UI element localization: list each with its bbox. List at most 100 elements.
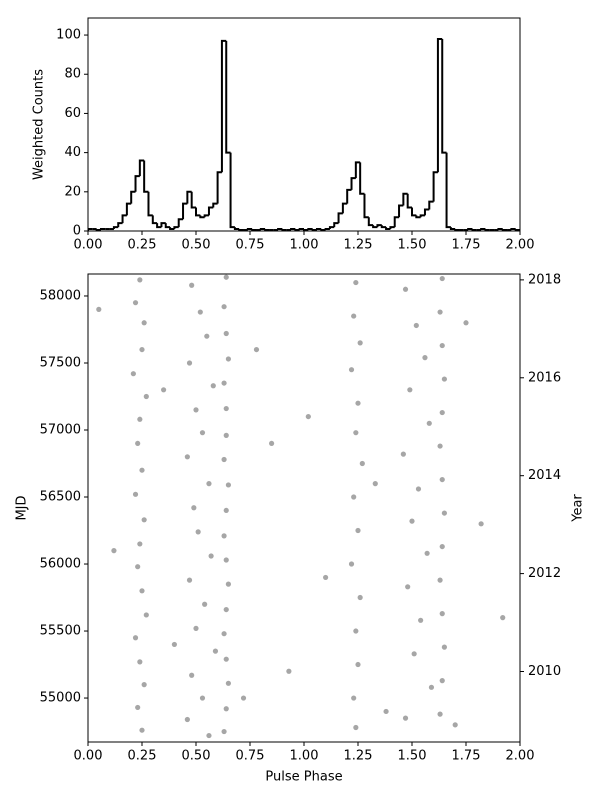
y-tick-label: 20	[64, 184, 81, 199]
photon-point	[135, 564, 141, 570]
photon-point	[111, 548, 117, 554]
photon-point	[210, 383, 216, 389]
histogram-step	[372, 225, 378, 229]
photon-point	[269, 440, 275, 447]
photon-point	[411, 651, 417, 657]
y-tick-label: 56500	[40, 490, 81, 505]
x-tick-label: 1.75	[452, 238, 481, 253]
histogram-step	[320, 229, 326, 231]
photon-point	[353, 279, 359, 286]
photon-point	[323, 574, 329, 581]
histogram-step	[95, 229, 101, 231]
histogram-step	[290, 228, 296, 231]
histogram-step	[415, 215, 421, 219]
photon-point	[428, 684, 435, 690]
histogram-step	[428, 200, 434, 210]
y-tick-label: 58000	[40, 288, 81, 303]
histogram-step	[333, 222, 339, 228]
photon-point	[402, 715, 409, 721]
photon-point	[439, 275, 445, 282]
x-tick-label: 0.75	[236, 749, 265, 764]
histogram-step	[264, 229, 270, 231]
photon-point	[348, 561, 355, 567]
photon-point	[135, 440, 141, 447]
photon-point	[223, 656, 229, 662]
photon-point	[402, 286, 409, 292]
histogram-step	[510, 228, 516, 231]
photon-point	[348, 367, 355, 373]
photon-point	[139, 727, 145, 733]
histogram-step	[203, 214, 209, 218]
photon-point	[139, 346, 145, 353]
photon-point	[221, 380, 227, 386]
photon-point	[199, 695, 206, 701]
histogram-step	[303, 229, 309, 231]
photon-point	[441, 644, 447, 650]
y-tick-label: 56000	[40, 557, 81, 572]
histogram-step	[117, 222, 123, 228]
photon-point	[424, 550, 430, 556]
histogram-step	[220, 39, 227, 173]
histogram-step	[130, 190, 136, 204]
photon-point	[137, 416, 143, 422]
photon-point	[137, 277, 143, 283]
histogram-step	[156, 223, 162, 229]
photon-point	[463, 320, 469, 326]
photon-point	[223, 557, 229, 563]
x-tick-label: 2.00	[506, 238, 535, 253]
histogram-step	[324, 228, 330, 231]
histogram-step	[147, 191, 153, 217]
y-tick-label: 100	[56, 28, 81, 43]
histogram-step	[484, 229, 490, 231]
histogram-step	[411, 207, 417, 217]
y-tick-label: 80	[64, 67, 81, 82]
histogram-step	[169, 227, 175, 231]
histogram-step	[398, 204, 404, 218]
photon-point	[225, 356, 231, 362]
histogram-step	[406, 193, 412, 209]
photon-point	[351, 313, 357, 319]
photon-point	[204, 333, 210, 339]
histogram-step	[311, 229, 317, 231]
photon-point	[359, 460, 365, 467]
photon-point	[439, 611, 445, 617]
photon-point	[225, 482, 231, 488]
photon-point	[184, 716, 190, 723]
photon-point	[383, 708, 389, 715]
x-tick-label: 0.50	[182, 238, 211, 253]
histogram-step	[177, 218, 184, 228]
photon-point	[193, 625, 199, 631]
y-tick-label: 40	[64, 145, 81, 160]
photon-point	[143, 612, 149, 618]
histogram-step	[393, 216, 400, 228]
photon-point	[351, 494, 357, 500]
photon-point	[189, 672, 195, 678]
histogram-step	[199, 215, 205, 219]
photon-point	[141, 320, 147, 326]
photon-point	[353, 724, 359, 731]
histogram-step	[259, 228, 266, 231]
photon-point	[171, 641, 177, 648]
histogram-step	[238, 229, 244, 231]
photon-point	[439, 543, 445, 550]
y-tick-label: 60	[64, 106, 81, 121]
photon-point	[195, 529, 201, 535]
histogram-step	[207, 206, 214, 216]
photon-point	[141, 682, 147, 688]
photon-point	[132, 300, 139, 306]
photon-point	[452, 722, 458, 728]
x-tick-label: 0.25	[128, 749, 157, 764]
y2-tick-label: 2014	[528, 468, 561, 483]
photon-point	[439, 409, 445, 416]
photon-point	[212, 648, 219, 654]
y-tick-label: 55500	[40, 624, 81, 639]
photon-point	[355, 400, 361, 406]
y2-tick-label: 2016	[528, 370, 561, 385]
photon-point	[221, 456, 227, 463]
photon-point	[223, 606, 229, 613]
photon-point	[139, 588, 145, 594]
photon-point	[206, 481, 212, 487]
photon-point	[405, 584, 411, 590]
photon-point	[221, 631, 227, 637]
